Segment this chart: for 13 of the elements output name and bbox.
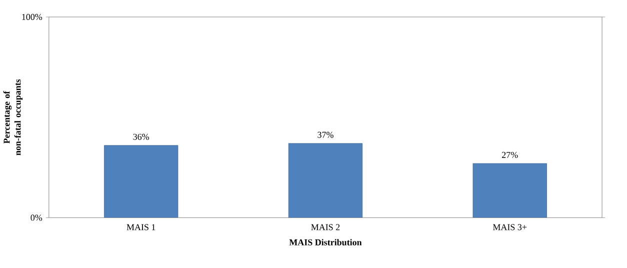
data-label: 27% <box>502 152 518 158</box>
x-axis-title: MAIS Distribution <box>289 239 362 246</box>
y-tick-label: 0% <box>30 214 42 221</box>
bar <box>288 143 363 218</box>
x-tick-label: MAIS 2 <box>311 224 340 230</box>
y-tick-label: 100% <box>22 14 42 20</box>
bar <box>472 163 547 218</box>
data-label: 36% <box>133 134 150 140</box>
x-tick-label: MAIS 1 <box>126 224 156 230</box>
bar <box>104 145 178 218</box>
x-tick-label: MAIS 3+ <box>492 224 527 230</box>
data-label: 37% <box>318 132 334 138</box>
y-axis-title: Percentage of non-fatal occupants <box>3 80 23 156</box>
